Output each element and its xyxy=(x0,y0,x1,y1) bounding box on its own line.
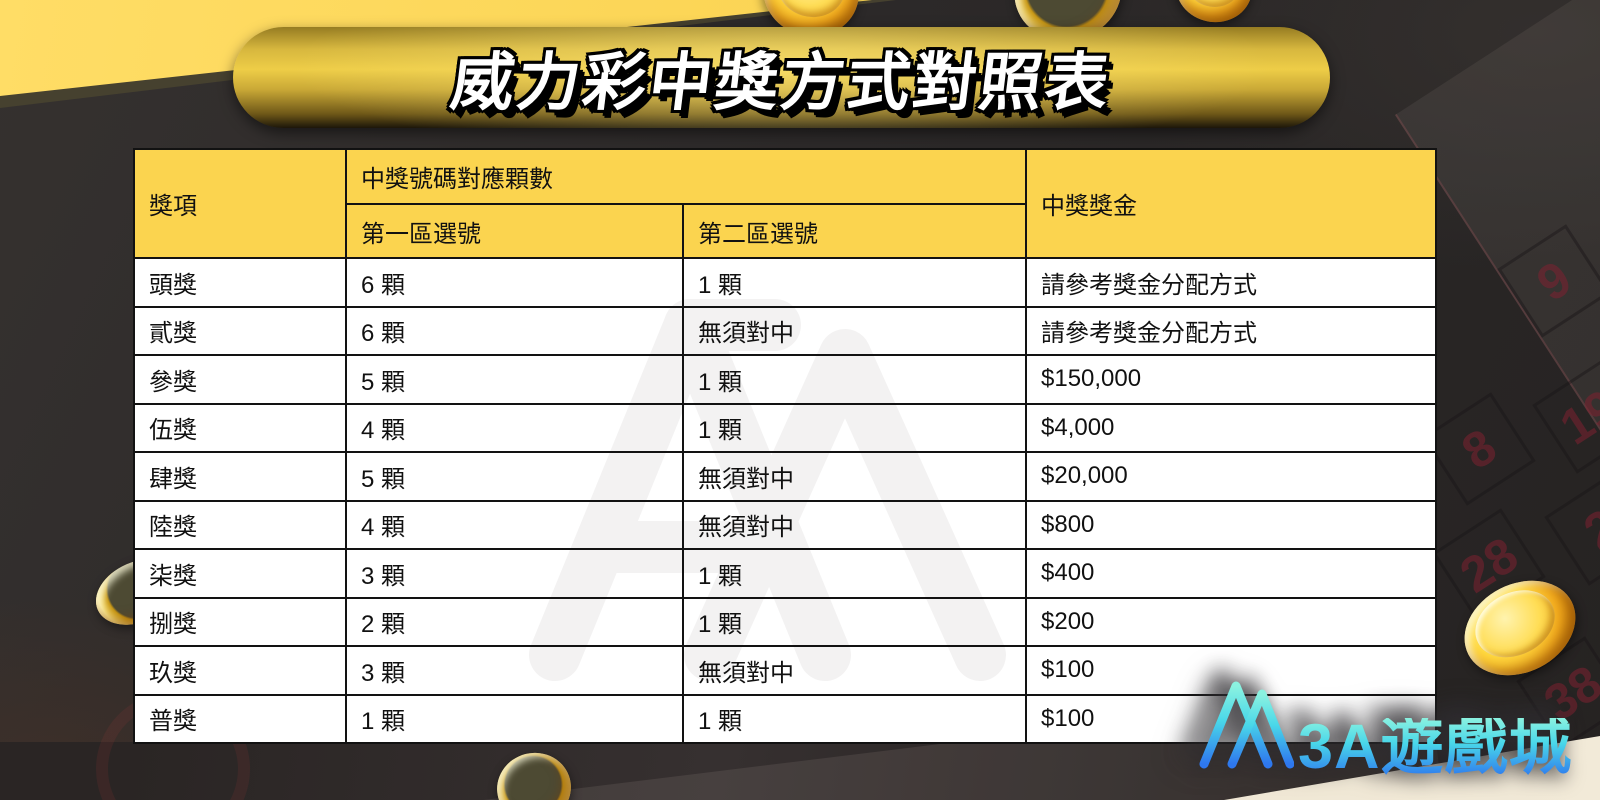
ticket-number: 2 xyxy=(1544,472,1600,586)
zone1-cell: 3 顆 xyxy=(345,548,684,599)
zone1-cell: 1 顆 xyxy=(345,693,684,744)
header-number-group: 中獎號碼對應顆數 xyxy=(345,148,1027,205)
table-row: 陸獎 4 顆無須對中 $800 xyxy=(133,499,1437,550)
prize-cell: 參獎 xyxy=(133,354,347,405)
zone2-cell: 1 顆 xyxy=(682,402,1027,453)
zone2-cell: 1 顆 xyxy=(682,548,1027,599)
zone2-cell: 無須對中 xyxy=(682,499,1027,550)
prize-cell: 伍獎 xyxy=(133,402,347,453)
table-row: 貳獎 6 顆無須對中 請參考獎金分配方式 xyxy=(133,305,1437,356)
table-row: 玖獎 3 顆無須對中 $100 xyxy=(133,645,1437,696)
amount-cell: $4,000 xyxy=(1025,402,1437,453)
amount-cell: $400 xyxy=(1025,548,1437,599)
title-banner: 威力彩中獎方式對照表 xyxy=(233,27,1330,128)
zone2-cell: 無須對中 xyxy=(682,451,1027,502)
prize-cell: 捌獎 xyxy=(133,596,347,647)
zone1-cell: 6 顆 xyxy=(345,305,684,356)
zone1-cell: 5 顆 xyxy=(345,451,684,502)
zone2-cell: 1 顆 xyxy=(682,354,1027,405)
prize-cell: 陸獎 xyxy=(133,499,347,550)
zone1-cell: 2 顆 xyxy=(345,596,684,647)
prize-cell: 柒獎 xyxy=(133,548,347,599)
table-row: 肆獎 5 顆無須對中 $20,000 xyxy=(133,451,1437,502)
amount-cell: 請參考獎金分配方式 xyxy=(1025,305,1437,356)
brand-logo: 3A遊戲城 xyxy=(1198,668,1573,779)
zone2-cell: 1 顆 xyxy=(682,257,1027,308)
ticket-number: 8 xyxy=(1422,392,1536,506)
prize-cell: 貳獎 xyxy=(133,305,347,356)
gold-coin-icon xyxy=(1170,0,1258,29)
prize-cell: 普獎 xyxy=(133,693,347,744)
aa-logo-icon xyxy=(1199,681,1294,769)
amount-cell: $20,000 xyxy=(1025,451,1437,502)
amount-cell: $800 xyxy=(1025,499,1437,550)
amount-cell: 請參考獎金分配方式 xyxy=(1025,257,1437,308)
zone2-cell: 無須對中 xyxy=(682,305,1027,356)
zone1-cell: 4 顆 xyxy=(345,499,684,550)
zone1-cell: 3 顆 xyxy=(345,645,684,696)
page-title: 威力彩中獎方式對照表 xyxy=(446,48,1116,118)
header-prize: 獎項 xyxy=(133,148,347,259)
zone2-cell: 無須對中 xyxy=(682,645,1027,696)
prize-cell: 玖獎 xyxy=(133,645,347,696)
prize-cell: 頭獎 xyxy=(133,257,347,308)
zone2-cell: 1 顆 xyxy=(682,596,1027,647)
zone1-cell: 5 顆 xyxy=(345,354,684,405)
header-zone2: 第二區選號 xyxy=(682,203,1027,259)
amount-cell: $150,000 xyxy=(1025,354,1437,405)
prize-cell: 肆獎 xyxy=(133,451,347,502)
zone1-cell: 4 顆 xyxy=(345,402,684,453)
brand-logo-text: 3A遊戲城 xyxy=(1298,712,1573,783)
amount-cell: $200 xyxy=(1025,596,1437,647)
header-amount: 中獎獎金 xyxy=(1025,148,1437,259)
header-zone1: 第一區選號 xyxy=(345,203,684,259)
zone1-cell: 6 顆 xyxy=(345,257,684,308)
zone2-cell: 1 顆 xyxy=(682,693,1027,744)
